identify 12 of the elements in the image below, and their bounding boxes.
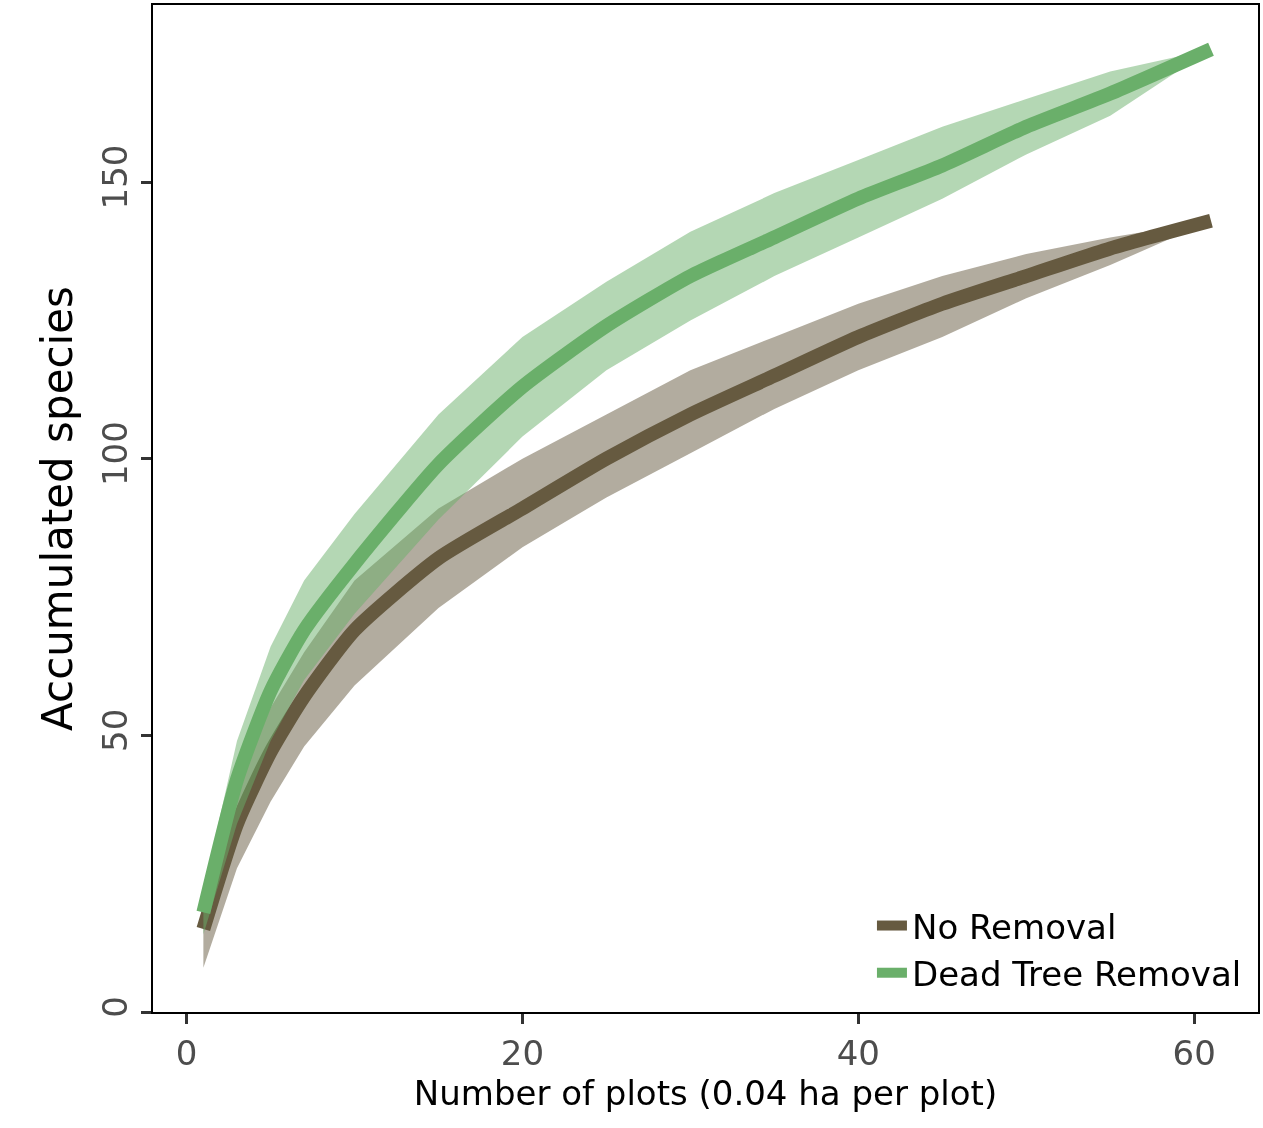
x-tick-label: 60 xyxy=(1172,1032,1216,1073)
y-tick-label: 0 xyxy=(95,996,136,1018)
legend-label: No Removal xyxy=(911,906,1117,947)
x-tick-label: 0 xyxy=(175,1032,198,1073)
y-tick-label: 100 xyxy=(95,421,136,487)
y-tick-label: 50 xyxy=(95,708,136,752)
x-axis-title: Number of plots (0.04 ha per plot) xyxy=(413,1072,998,1113)
y-tick-label: 150 xyxy=(95,144,136,210)
x-tick-label: 20 xyxy=(500,1032,545,1073)
x-tick-label: 40 xyxy=(836,1032,880,1073)
legend-label: Dead Tree Removal xyxy=(911,953,1242,994)
y-axis-title: Accumulated species xyxy=(32,286,82,731)
